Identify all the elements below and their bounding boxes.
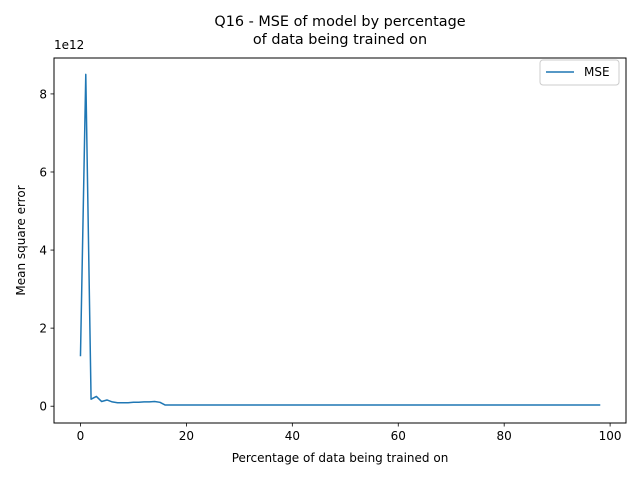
axes-frame <box>53 57 627 424</box>
y-tick-label: 6 <box>39 165 47 179</box>
x-tick-label: 0 <box>77 429 85 443</box>
y-tick-label: 4 <box>39 244 47 258</box>
y-tick-label: 8 <box>39 87 47 101</box>
y-tick-label: 0 <box>39 400 47 414</box>
legend: MSE <box>539 59 620 86</box>
x-tick-label: 100 <box>599 429 622 443</box>
series-line-mse <box>79 73 601 406</box>
y-axis-ticks: 0 2 4 6 8 <box>39 87 54 414</box>
series-layer <box>79 73 601 406</box>
legend-label-mse: MSE <box>584 65 610 79</box>
y-axis-label: Mean square error <box>14 185 28 295</box>
x-tick-label: 60 <box>391 429 406 443</box>
x-axis-label: Percentage of data being trained on <box>232 451 449 465</box>
x-tick-label: 20 <box>179 429 194 443</box>
legend-box <box>539 59 620 86</box>
chart-title-line-2: of data being trained on <box>253 32 427 48</box>
x-axis-ticks: 0 20 40 60 80 100 <box>77 423 622 443</box>
y-axis-offset-label: 1e12 <box>54 38 84 52</box>
y-tick-label: 2 <box>39 322 47 336</box>
x-tick-label: 40 <box>285 429 300 443</box>
chart-title-line-1: Q16 - MSE of model by percentage <box>214 14 465 30</box>
x-tick-label: 80 <box>497 429 512 443</box>
